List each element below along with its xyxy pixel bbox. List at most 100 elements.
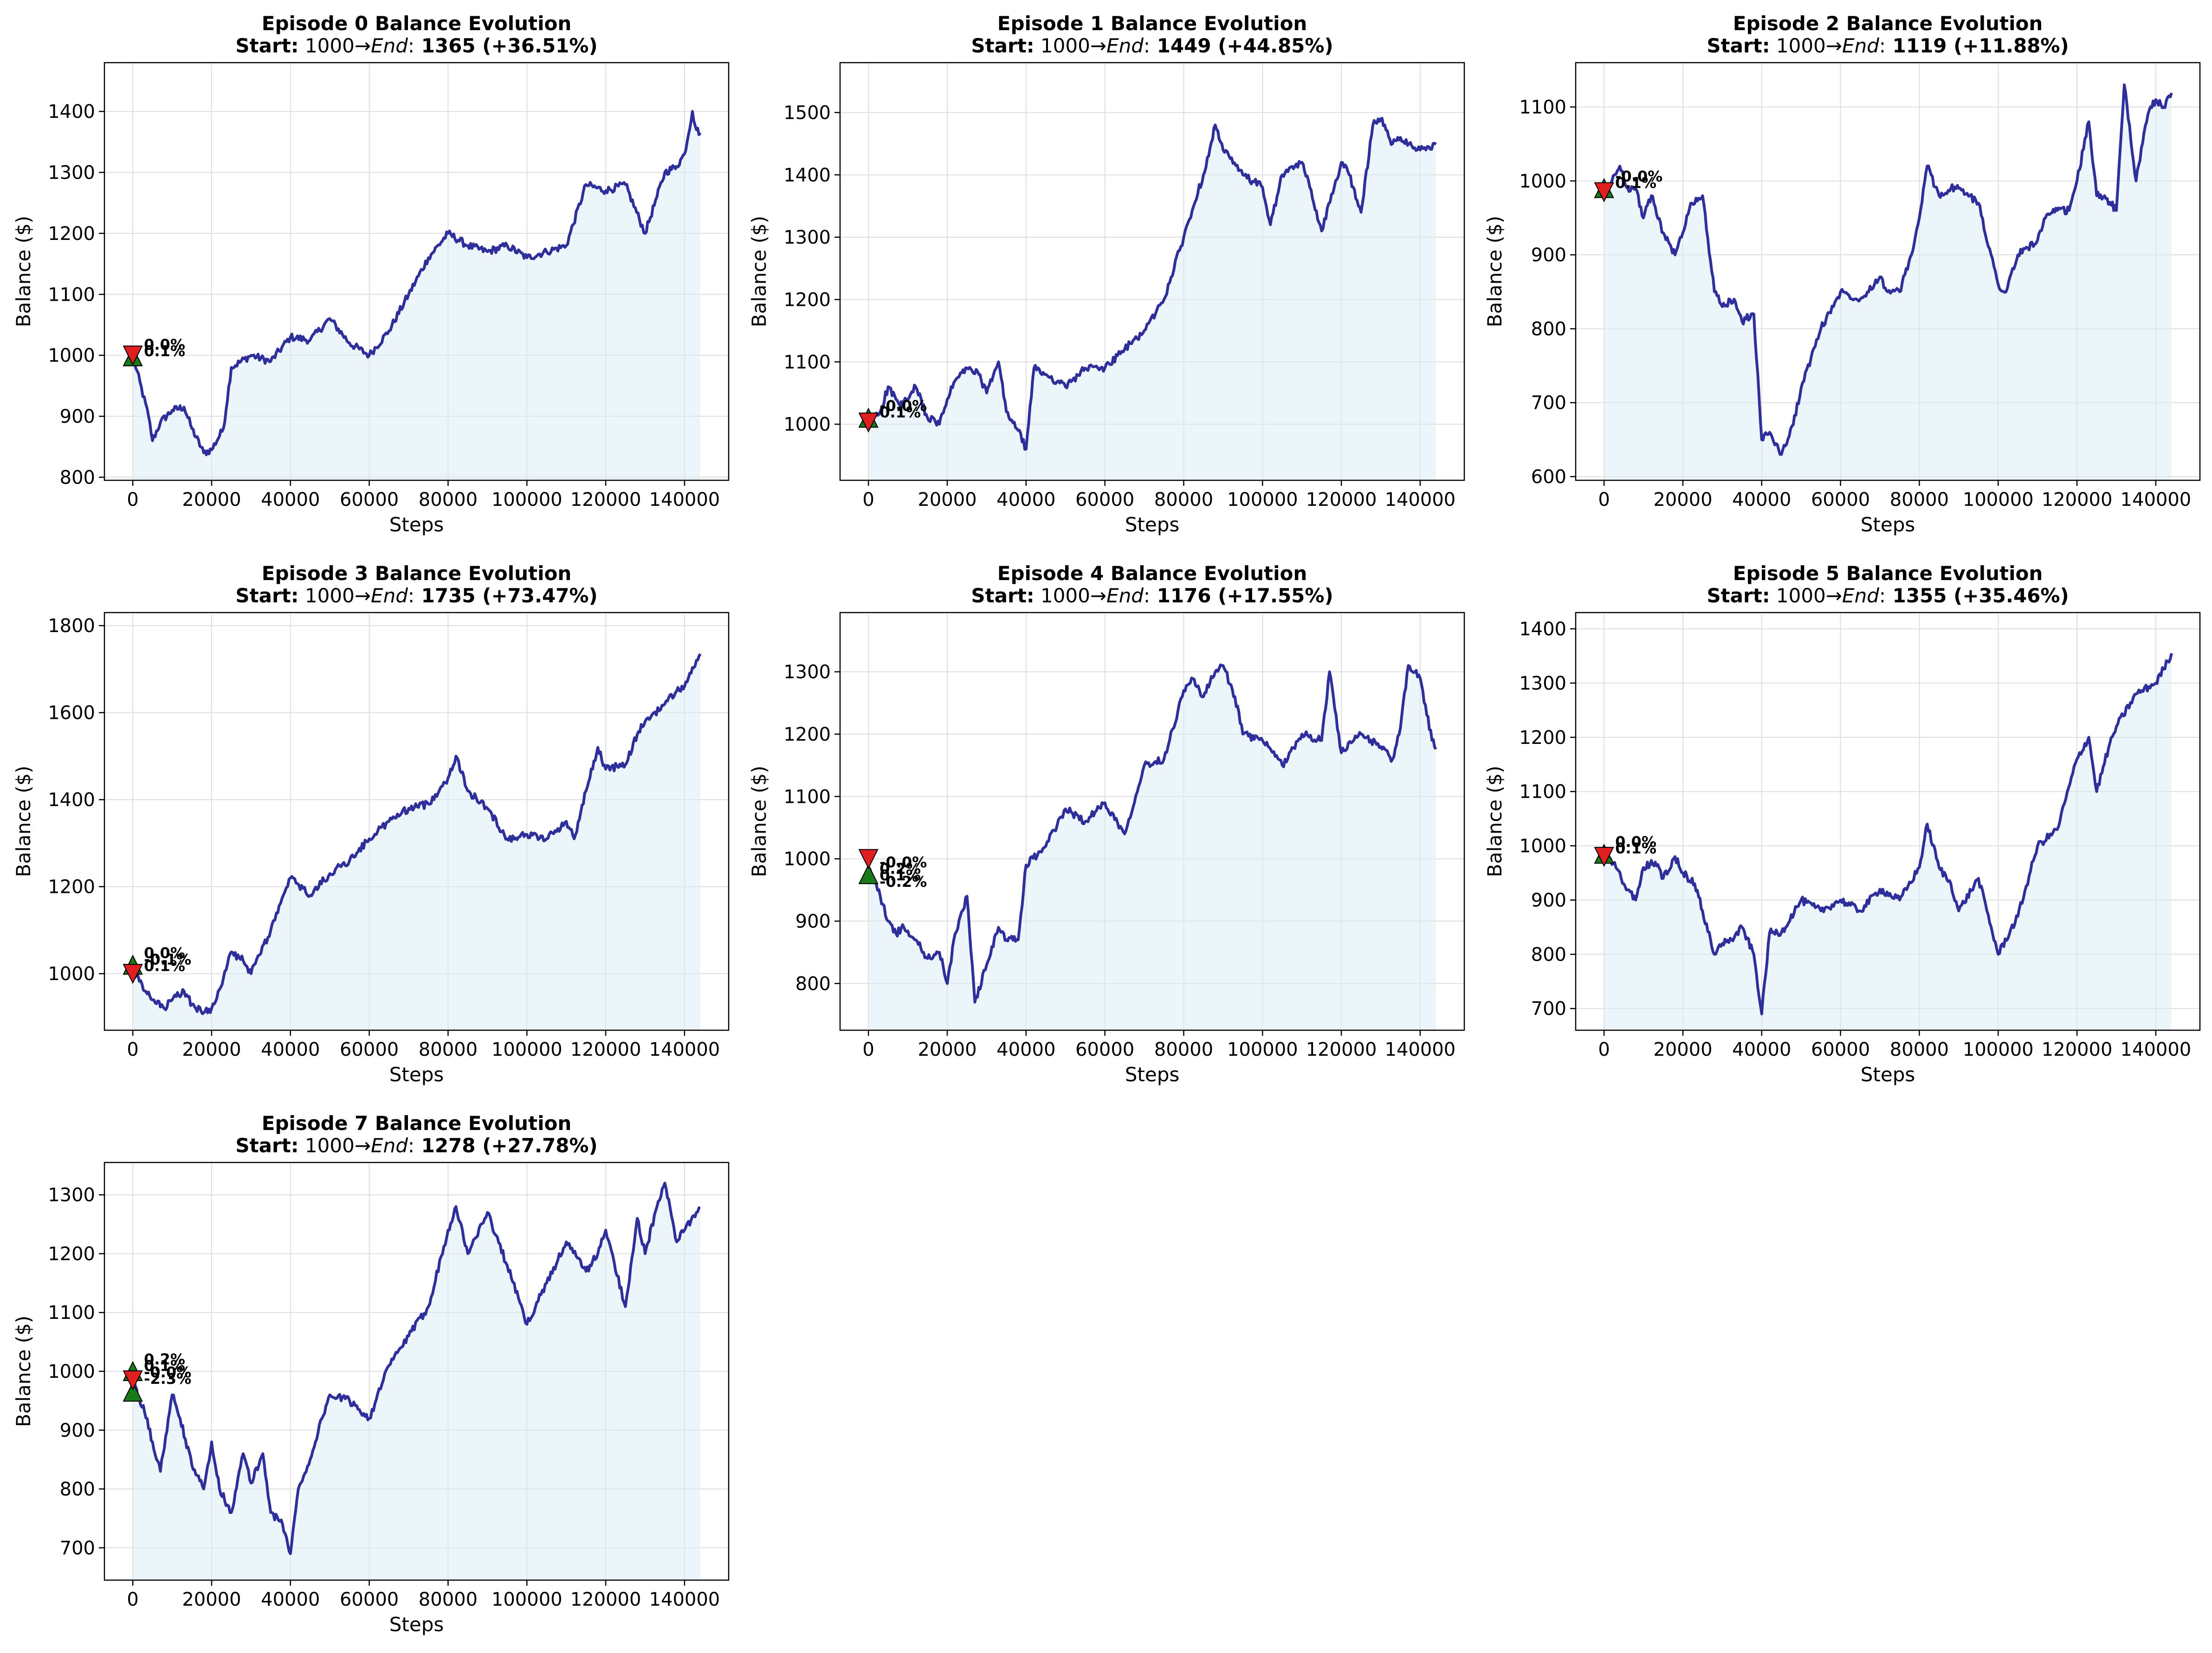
sell-marker <box>1594 182 1614 202</box>
plot-frame <box>839 612 1465 1031</box>
chart-subtitle: Start: 1000→End: 1365 (+36.51%) <box>235 34 597 57</box>
x-tick-label: 40000 <box>261 489 320 510</box>
x-tick-label: 140000 <box>1385 489 1456 510</box>
y-tick-label: 1400 <box>783 165 831 186</box>
y-axis-label: Balance ($) <box>12 766 35 877</box>
subtitle-arrow: → <box>1826 34 1842 57</box>
x-tick-label: 100000 <box>1227 489 1298 510</box>
x-axis-label: Steps <box>1861 513 1915 536</box>
plot-frame <box>1575 62 2201 481</box>
x-tick-label: 140000 <box>2121 489 2192 510</box>
subtitle-start-label: Start: <box>235 584 298 607</box>
y-tick-label: 1100 <box>1519 781 1566 803</box>
trade-annotation: -2.3% <box>144 1370 191 1388</box>
y-axis-label: Balance ($) <box>748 766 770 877</box>
trade-annotation: 0.1% <box>144 342 185 360</box>
subtitle-end-value: 1365 (+36.51%) <box>414 34 598 57</box>
y-tick-label: 1100 <box>48 284 95 305</box>
x-tick-label: 80000 <box>1154 489 1213 510</box>
plot-frame <box>103 1162 730 1581</box>
sell-marker <box>123 345 143 366</box>
chart-subtitle: Start: 1000→End: 1176 (+17.55%) <box>971 584 1333 607</box>
x-axis-label: Steps <box>389 1613 444 1636</box>
x-tick-label: 40000 <box>1732 1039 1791 1060</box>
chart-title: Episode 3 Balance Evolution <box>262 562 571 585</box>
x-tick-label: 140000 <box>649 489 720 510</box>
x-tick-label: 100000 <box>492 489 563 510</box>
x-tick-label: 20000 <box>182 489 241 510</box>
x-tick-label: 60000 <box>340 1039 399 1060</box>
x-tick-label: 140000 <box>2121 1039 2192 1060</box>
subtitle-colon: : <box>408 584 414 607</box>
y-tick-label: 1200 <box>48 223 95 245</box>
x-tick-label: 100000 <box>1963 1039 2034 1060</box>
y-tick-label: 1400 <box>1519 619 1566 640</box>
y-tick-label: 900 <box>60 406 95 427</box>
y-tick-label: 1000 <box>48 1361 95 1382</box>
trade-annotation: -0.0% <box>880 853 927 871</box>
y-tick-label: 1000 <box>1519 836 1566 857</box>
chart-title: Episode 2 Balance Evolution <box>1733 12 2043 35</box>
y-tick-label: 700 <box>1531 998 1566 1020</box>
y-tick-label: 1300 <box>783 662 831 683</box>
y-tick-label: 1300 <box>48 162 95 183</box>
subtitle-colon: : <box>408 1134 414 1157</box>
trade-annotation: 0.1% <box>1615 174 1656 192</box>
subtitle-start-value: 1000 <box>1035 584 1090 607</box>
x-tick-label: 140000 <box>1385 1039 1456 1060</box>
x-tick-label: 80000 <box>1890 489 1949 510</box>
x-tick-label: 80000 <box>419 1589 478 1610</box>
balance-line <box>867 663 1437 1004</box>
chart-subtitle: Start: 1000→End: 1735 (+73.47%) <box>235 584 597 607</box>
buy-marker <box>123 1382 143 1402</box>
chart-title: Episode 0 Balance Evolution <box>262 12 571 35</box>
chart-title: Episode 5 Balance Evolution <box>1733 562 2043 585</box>
subtitle-end-value: 1119 (+11.88%) <box>1886 34 2069 57</box>
x-tick-label: 100000 <box>492 1589 563 1610</box>
y-axis-label: Balance ($) <box>1483 216 1506 327</box>
x-tick-label: 120000 <box>570 1039 641 1060</box>
x-tick-label: 20000 <box>182 1039 241 1060</box>
subtitle-end-value: 1278 (+27.78%) <box>414 1134 598 1157</box>
y-tick-label: 1200 <box>1519 727 1566 749</box>
x-tick-label: 60000 <box>1811 1039 1870 1060</box>
subtitle-start-value: 1000 <box>1035 34 1090 57</box>
subtitle-arrow: → <box>355 584 371 607</box>
plot-frame <box>103 62 730 481</box>
y-tick-label: 900 <box>796 911 831 932</box>
trade-annotation: 0.0% <box>144 336 185 353</box>
y-tick-label: 1100 <box>1519 97 1566 118</box>
x-tick-label: 80000 <box>1154 1039 1213 1060</box>
trade-annotation: -0.1% <box>144 950 191 968</box>
y-tick-label: 600 <box>1531 466 1566 488</box>
subtitle-arrow: → <box>355 34 371 57</box>
plot-frame <box>839 62 1465 481</box>
sell-marker <box>1594 846 1614 867</box>
x-tick-label: 120000 <box>2042 1039 2113 1060</box>
x-tick-label: 140000 <box>649 1589 720 1610</box>
subtitle-end-value: 1449 (+44.85%) <box>1150 34 1333 57</box>
subtitle-end-value: 1355 (+35.46%) <box>1886 584 2069 607</box>
x-tick-label: 40000 <box>261 1039 320 1060</box>
x-tick-label: 0 <box>127 489 138 510</box>
subtitle-end-label: End <box>371 584 408 607</box>
balance-line <box>1603 653 2173 1015</box>
y-tick-label: 800 <box>796 973 831 994</box>
subtitle-start-label: Start: <box>971 34 1034 57</box>
subtitle-arrow: → <box>1826 584 1842 607</box>
y-tick-label: 1300 <box>1519 673 1566 694</box>
trade-annotation: -0.0% <box>880 397 927 415</box>
trade-annotation: 0.1% <box>144 957 185 975</box>
chart-subtitle: Start: 1000→End: 1278 (+27.78%) <box>235 1134 597 1157</box>
y-tick-label: 1000 <box>48 963 95 985</box>
x-tick-label: 120000 <box>570 489 641 510</box>
x-tick-label: 60000 <box>340 489 399 510</box>
x-axis-label: Steps <box>1861 1063 1915 1086</box>
x-tick-label: 100000 <box>1963 489 2034 510</box>
subtitle-end-label: End <box>1106 34 1144 57</box>
subtitle-colon: : <box>1144 34 1150 57</box>
